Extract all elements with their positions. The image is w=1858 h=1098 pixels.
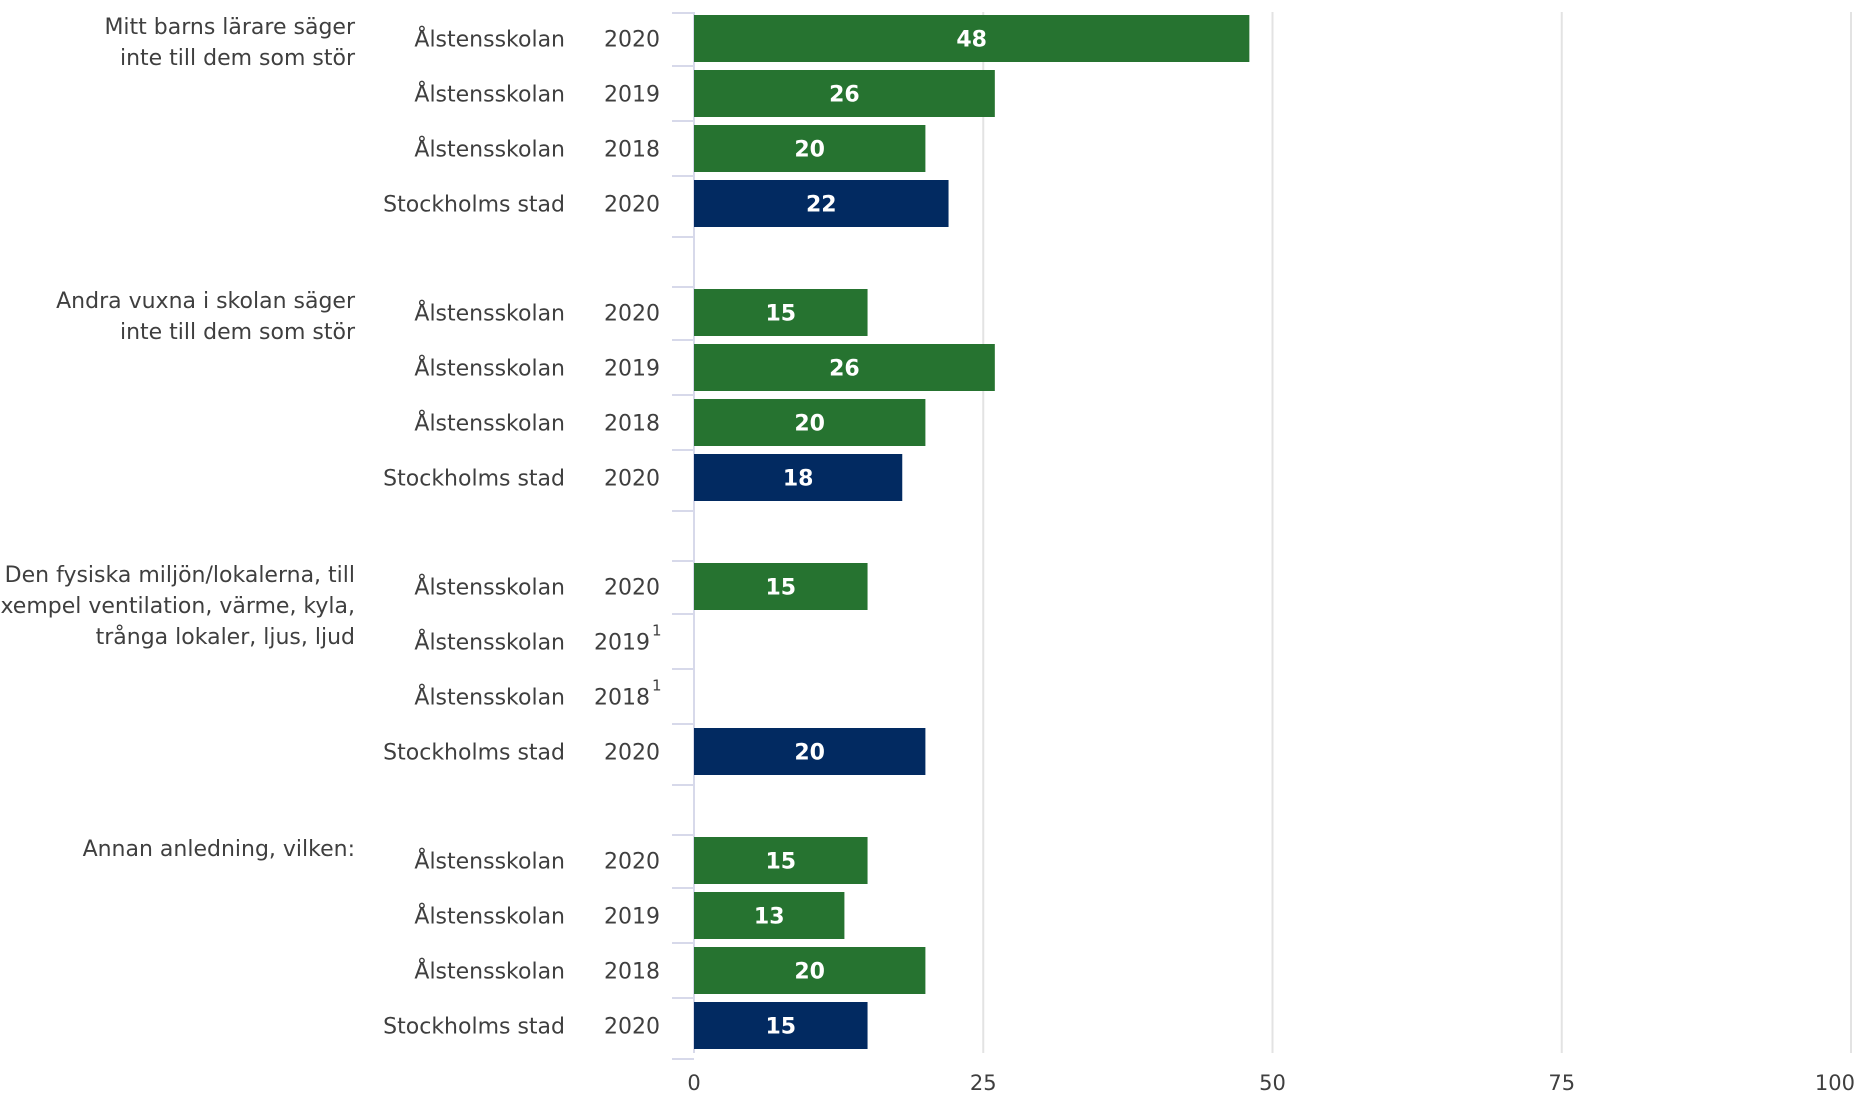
- row-entity-label: Stockholms stad: [383, 1015, 565, 1040]
- row-year-label: 2018: [594, 686, 650, 711]
- group-label: Den fysiska miljön/lokalerna, till: [5, 563, 355, 588]
- row-year-label: 2019: [604, 83, 660, 108]
- bar: [694, 563, 868, 610]
- bar-value-label: 18: [783, 467, 814, 492]
- row-entity-label: Stockholms stad: [383, 741, 565, 766]
- row-entity-label: Ålstensskolan: [414, 81, 565, 108]
- x-tick-label: 75: [1548, 1071, 1575, 1095]
- row-year-label: 2020: [604, 741, 660, 766]
- row-entity-label: Ålstensskolan: [414, 410, 565, 437]
- row-year-label: 2020: [604, 302, 660, 327]
- bar-value-label: 26: [829, 357, 860, 382]
- bar-value-label: 15: [765, 1015, 796, 1040]
- row-entity-label: Ålstensskolan: [414, 26, 565, 53]
- row-year-label: 2018: [604, 960, 660, 985]
- bar-value-label: 15: [765, 850, 796, 875]
- bar: [694, 947, 926, 994]
- x-tick-label: 100: [1815, 1071, 1855, 1095]
- bar: [694, 454, 903, 501]
- row-entity-label: Ålstensskolan: [414, 300, 565, 327]
- bar-value-label: 20: [794, 741, 825, 766]
- row-entity-label: Ålstensskolan: [414, 136, 565, 163]
- group-label: inte till dem som stör: [120, 320, 356, 345]
- group-label: inte till dem som stör: [120, 46, 356, 71]
- row-entity-label: Ålstensskolan: [414, 629, 565, 656]
- row-year-label: 2019: [604, 357, 660, 382]
- row-entity-label: Stockholms stad: [383, 193, 565, 218]
- bar-value-label: 20: [794, 138, 825, 163]
- row-year-label: 2020: [604, 1015, 660, 1040]
- bar: [694, 344, 995, 391]
- row-entity-label: Ålstensskolan: [414, 958, 565, 985]
- bar-value-label: 22: [806, 193, 837, 218]
- bar: [694, 728, 926, 775]
- bar: [694, 180, 949, 227]
- group-label: Mitt barns lärare säger: [104, 15, 355, 40]
- row-entity-label: Ålstensskolan: [414, 574, 565, 601]
- group-label: trånga lokaler, ljus, ljud: [96, 624, 355, 650]
- footnote-marker: 1: [652, 622, 662, 640]
- row-year-label: 2019: [594, 631, 650, 656]
- row-year-label: 2018: [604, 412, 660, 437]
- bar-value-label: 20: [794, 412, 825, 437]
- bar: [694, 892, 845, 939]
- row-entity-label: Ålstensskolan: [414, 903, 565, 930]
- row-year-label: 2020: [604, 193, 660, 218]
- row-year-label: 2020: [604, 28, 660, 53]
- row-entity-label: Ålstensskolan: [414, 355, 565, 382]
- bar: [694, 289, 868, 336]
- footnote-marker: 1: [652, 677, 662, 695]
- x-tick-label: 25: [970, 1071, 997, 1095]
- bar: [694, 70, 995, 117]
- x-tick-label: 50: [1259, 1071, 1286, 1095]
- row-year-label: 2020: [604, 576, 660, 601]
- row-year-label: 2018: [604, 138, 660, 163]
- bar: [694, 1002, 868, 1049]
- row-year-label: 2020: [604, 850, 660, 875]
- row-entity-label: Stockholms stad: [383, 467, 565, 492]
- row-entity-label: Ålstensskolan: [414, 848, 565, 875]
- bar-value-label: 15: [765, 302, 796, 327]
- group-label: exempel ventilation, värme, kyla,: [0, 594, 355, 619]
- x-tick-label: 0: [687, 1071, 700, 1095]
- row-year-label: 2019: [604, 905, 660, 930]
- bar: [694, 15, 1250, 62]
- bar-value-label: 15: [765, 576, 796, 601]
- group-label: Andra vuxna i skolan säger: [56, 289, 356, 314]
- bar-value-label: 20: [794, 960, 825, 985]
- bar-value-label: 48: [956, 28, 987, 53]
- row-year-label: 2020: [604, 467, 660, 492]
- bar: [694, 125, 926, 172]
- bar: [694, 837, 868, 884]
- bar: [694, 399, 926, 446]
- bar-value-label: 26: [829, 83, 860, 108]
- row-entity-label: Ålstensskolan: [414, 684, 565, 711]
- group-label: Annan anledning, vilken:: [83, 837, 355, 862]
- bar-value-label: 13: [754, 905, 785, 930]
